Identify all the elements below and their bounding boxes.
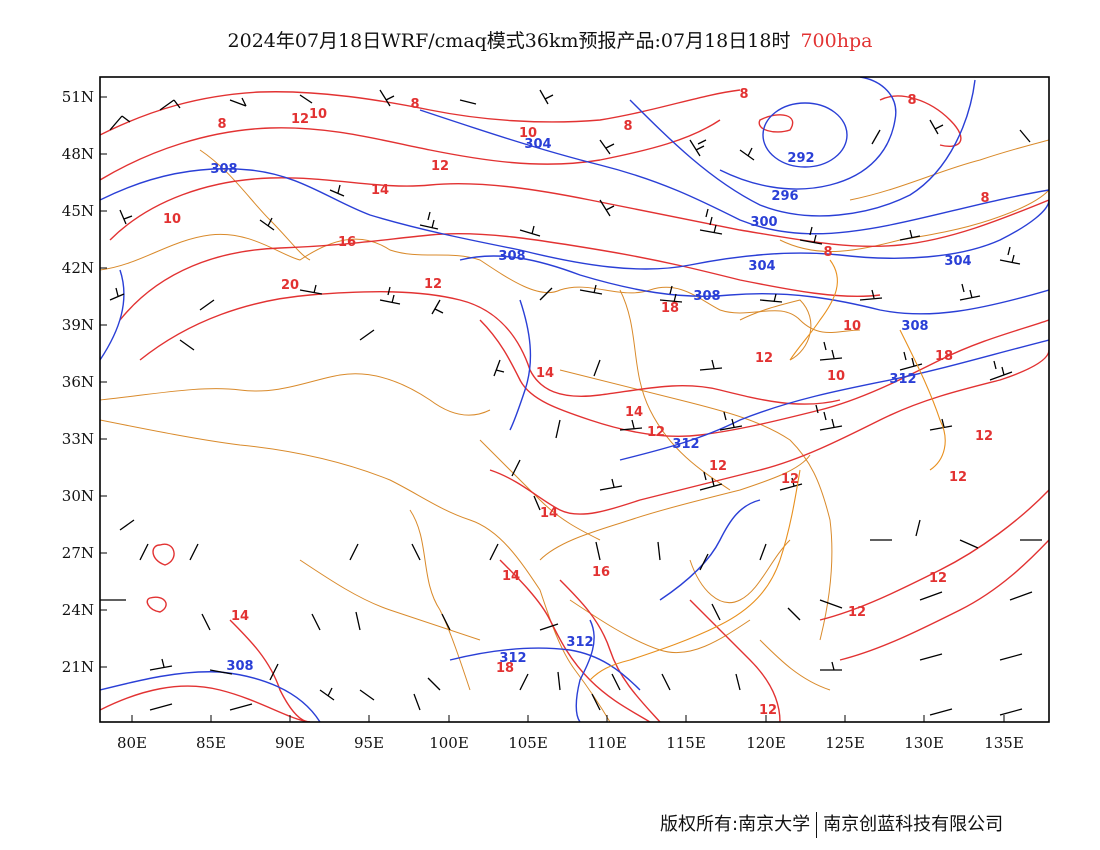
height-label: 304 [944,254,971,269]
temperature-label: 12 [291,112,309,127]
plot-frame [99,76,1050,723]
lat-tick-label: 21N [62,658,94,676]
lon-tick-label: 125E [825,734,865,752]
temperature-label: 14 [371,183,389,198]
lon-tick-label: 90E [275,734,305,752]
temperature-label: 8 [907,93,916,108]
temperature-label: 16 [592,565,610,580]
height-contours [100,77,1049,722]
lon-tick-label: 110E [587,734,627,752]
lat-tick-label: 39N [62,316,94,334]
lon-tick-label: 80E [117,734,147,752]
temperature-label: 12 [424,277,442,292]
lat-tick-label: 48N [62,145,94,163]
temperature-label: 10 [843,319,861,334]
temperature-label: 18 [496,661,514,676]
temperature-label: 14 [536,366,554,381]
temperature-label: 10 [163,212,181,227]
lon-tick-label: 115E [666,734,706,752]
temperature-label: 14 [231,609,249,624]
height-label: 312 [566,635,593,650]
temperature-label: 8 [217,117,226,132]
lon-tick-label: 95E [354,734,384,752]
temperature-label: 10 [827,369,845,384]
temperature-label: 12 [848,605,866,620]
temperature-label: 20 [281,278,299,293]
temperature-label: 12 [781,472,799,487]
height-label: 308 [901,319,928,334]
coastline [589,259,946,681]
temperature-label: 12 [709,459,727,474]
lon-tick-label: 85E [196,734,226,752]
lat-tick-label: 45N [62,202,94,220]
height-label: 308 [693,289,720,304]
height-label: 308 [210,162,237,177]
temperature-label: 14 [502,569,520,584]
temperature-label: 8 [623,119,632,134]
height-label: 304 [748,259,775,274]
height-label: 300 [750,215,777,230]
temperature-label: 12 [949,470,967,485]
temperature-label: 8 [823,245,832,260]
lat-tick-label: 42N [62,259,94,277]
lat-tick-label: 51N [62,88,94,106]
lon-tick-label: 100E [429,734,469,752]
temperature-label: 8 [739,87,748,102]
lat-tick-label: 27N [62,544,94,562]
lon-tick-label: 105E [508,734,548,752]
footer-copyright: 版权所有:南京大学 [660,814,811,835]
temperature-label: 10 [519,126,537,141]
height-label: 312 [672,437,699,452]
lon-tick-label: 120E [746,734,786,752]
title-main: 2024年07月18日WRF/cmaq模式36km预报产品:07月18日18时 [227,30,791,52]
lat-tick-label: 36N [62,373,94,391]
footer: 版权所有:南京大学 南京创蓝科技有限公司 [660,810,1003,838]
axis-ticks: 80E 85E 90E 95E 100E 105E 110E 115E 120E 125E 130E… [62,88,1024,752]
footer-divider [816,812,818,838]
temperature-label: 16 [338,235,356,250]
temperature-label: 10 [309,107,327,122]
temperature-label: 12 [975,429,993,444]
height-label: 312 [499,651,526,666]
temperature-label: 12 [647,425,665,440]
temperature-label: 18 [661,301,679,316]
height-label: 296 [771,189,798,204]
temperature-label: 12 [755,351,773,366]
height-label: 312 [889,372,916,387]
lat-tick-label: 33N [62,430,94,448]
height-label: 308 [498,249,525,264]
temperature-label: 14 [625,405,643,420]
lat-tick-label: 30N [62,487,94,505]
temperature-label: 12 [929,571,947,586]
wind-barbs [100,89,1042,716]
temperature-label: 14 [540,506,558,521]
height-label: 292 [787,151,814,166]
temperature-label: 8 [410,97,419,112]
lon-tick-label: 135E [984,734,1024,752]
temperature-contours [100,89,1049,722]
temperature-label: 12 [431,159,449,174]
title-level: 700hpa [800,30,873,52]
footer-company: 南京创蓝科技有限公司 [823,814,1004,835]
temperature-label: 18 [935,349,953,364]
lon-tick-label: 130E [904,734,944,752]
height-label: 308 [226,659,253,674]
temperature-label: 12 [759,703,777,718]
boundary-lines [100,139,1049,722]
temperature-label: 8 [980,191,989,206]
height-label: 304 [524,137,551,152]
lat-tick-label: 24N [62,601,94,619]
chart-title: 2024年07月18日WRF/cmaq模式36km预报产品:07月18日18时 7… [0,26,1100,53]
